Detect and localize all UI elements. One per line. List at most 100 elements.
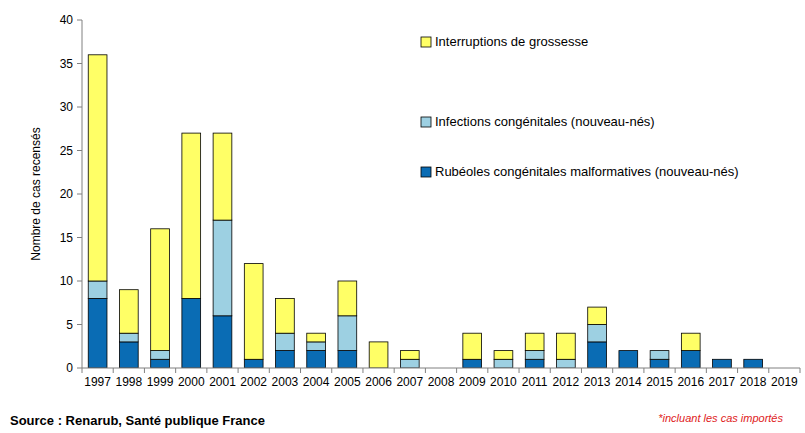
source: Source : Renarub, Santé publique France (10, 413, 265, 428)
legend-label: Infections congénitales (nouveau-nés) (435, 114, 655, 129)
bar-segment (213, 220, 232, 316)
bar-segment (119, 333, 138, 342)
bar-segment (557, 333, 576, 359)
x-tick (550, 368, 551, 373)
bar-segment (307, 333, 326, 342)
y-tick-label: 15 (60, 231, 74, 245)
x-tick-label: 2003 (272, 375, 299, 389)
x-tick (269, 368, 270, 373)
y-tick-label: 5 (66, 318, 73, 332)
x-tick-label: 2016 (677, 375, 704, 389)
bar-segment (400, 351, 419, 360)
bar-segment (588, 325, 607, 342)
y-tick (77, 63, 82, 64)
bar-segment (525, 333, 544, 350)
x-tick-label: 2004 (303, 375, 330, 389)
note: *incluant les cas importés (658, 412, 783, 424)
x-tick-label: 2012 (553, 375, 580, 389)
bar-segment (119, 290, 138, 334)
bar-segment (151, 229, 170, 351)
x-tick (331, 368, 332, 373)
bar-segment (494, 359, 513, 368)
x-tick (238, 368, 239, 373)
bar-segment (650, 350, 669, 351)
x-tick-label: 2011 (522, 375, 548, 389)
legend-swatch (421, 117, 431, 127)
x-tick (82, 368, 83, 373)
bar-segment (588, 342, 607, 368)
bar-segment (650, 351, 669, 360)
chart: 0510152025303540199719981999200020012002… (0, 0, 805, 433)
x-tick (737, 368, 738, 373)
bar-segment (88, 298, 107, 368)
x-tick (144, 368, 145, 373)
x-tick (113, 368, 114, 373)
bar-segment (369, 342, 388, 368)
y-tick-label: 0 (66, 361, 73, 375)
bar-segment (713, 359, 732, 360)
x-tick-label: 2015 (646, 375, 673, 389)
bar-segment (88, 55, 107, 281)
bar-segment (713, 359, 732, 360)
bar-segment (244, 264, 263, 360)
bar-segment (182, 133, 201, 298)
bar-segment (151, 359, 170, 368)
bar-segment (494, 351, 513, 360)
x-tick (206, 368, 207, 373)
bar-segment (338, 351, 357, 368)
x-tick-label: 2017 (709, 375, 736, 389)
bar-segment (307, 351, 326, 368)
bar-segment (588, 307, 607, 324)
bar-segment (650, 359, 669, 368)
x-tick-label: 2019 (771, 375, 798, 389)
bar-segment (244, 359, 263, 368)
x-tick-label: 2010 (490, 375, 517, 389)
x-tick-label: 2009 (459, 375, 486, 389)
x-tick (394, 368, 395, 373)
x-tick-label: 2005 (334, 375, 361, 389)
bar-segment (276, 333, 295, 350)
bar-segment (151, 351, 170, 360)
x-tick-label: 2002 (240, 375, 267, 389)
bar-segment (182, 298, 201, 368)
x-tick (456, 368, 457, 373)
bar-segment (713, 359, 732, 368)
x-tick (175, 368, 176, 373)
x-tick-label: 2014 (615, 375, 642, 389)
bar-segment (463, 359, 482, 368)
y-tick (77, 20, 82, 21)
x-tick (675, 368, 676, 373)
bar-segment (681, 351, 700, 368)
bar-segment (307, 342, 326, 351)
y-tick-label: 35 (60, 57, 74, 71)
bar-segment (463, 333, 482, 359)
bar-segment (213, 133, 232, 220)
bar-segment (619, 351, 638, 368)
y-tick (77, 368, 82, 369)
x-tick (643, 368, 644, 373)
x-tick-label: 2018 (740, 375, 767, 389)
bar-segment (88, 281, 107, 298)
x-tick-label: 2013 (584, 375, 611, 389)
bar-segment (681, 333, 700, 350)
y-tick (77, 107, 82, 108)
y-tick-label: 25 (60, 144, 74, 158)
bar-segment (557, 359, 576, 368)
y-tick-label: 40 (60, 13, 74, 27)
y-tick (77, 194, 82, 195)
x-tick (362, 368, 363, 373)
x-tick (612, 368, 613, 373)
bar-segment (338, 316, 357, 351)
x-tick-label: 2001 (209, 375, 236, 389)
x-tick (800, 368, 801, 373)
bar-segment (744, 359, 763, 360)
y-tick (77, 150, 82, 151)
bar-segment (744, 359, 763, 368)
bar-segment (338, 281, 357, 316)
x-tick-label: 2000 (178, 375, 205, 389)
y-tick-label: 30 (60, 100, 74, 114)
x-tick (768, 368, 769, 373)
x-tick-label: 2008 (428, 375, 455, 389)
y-tick-label: 20 (60, 187, 74, 201)
bar-segment (619, 350, 638, 351)
